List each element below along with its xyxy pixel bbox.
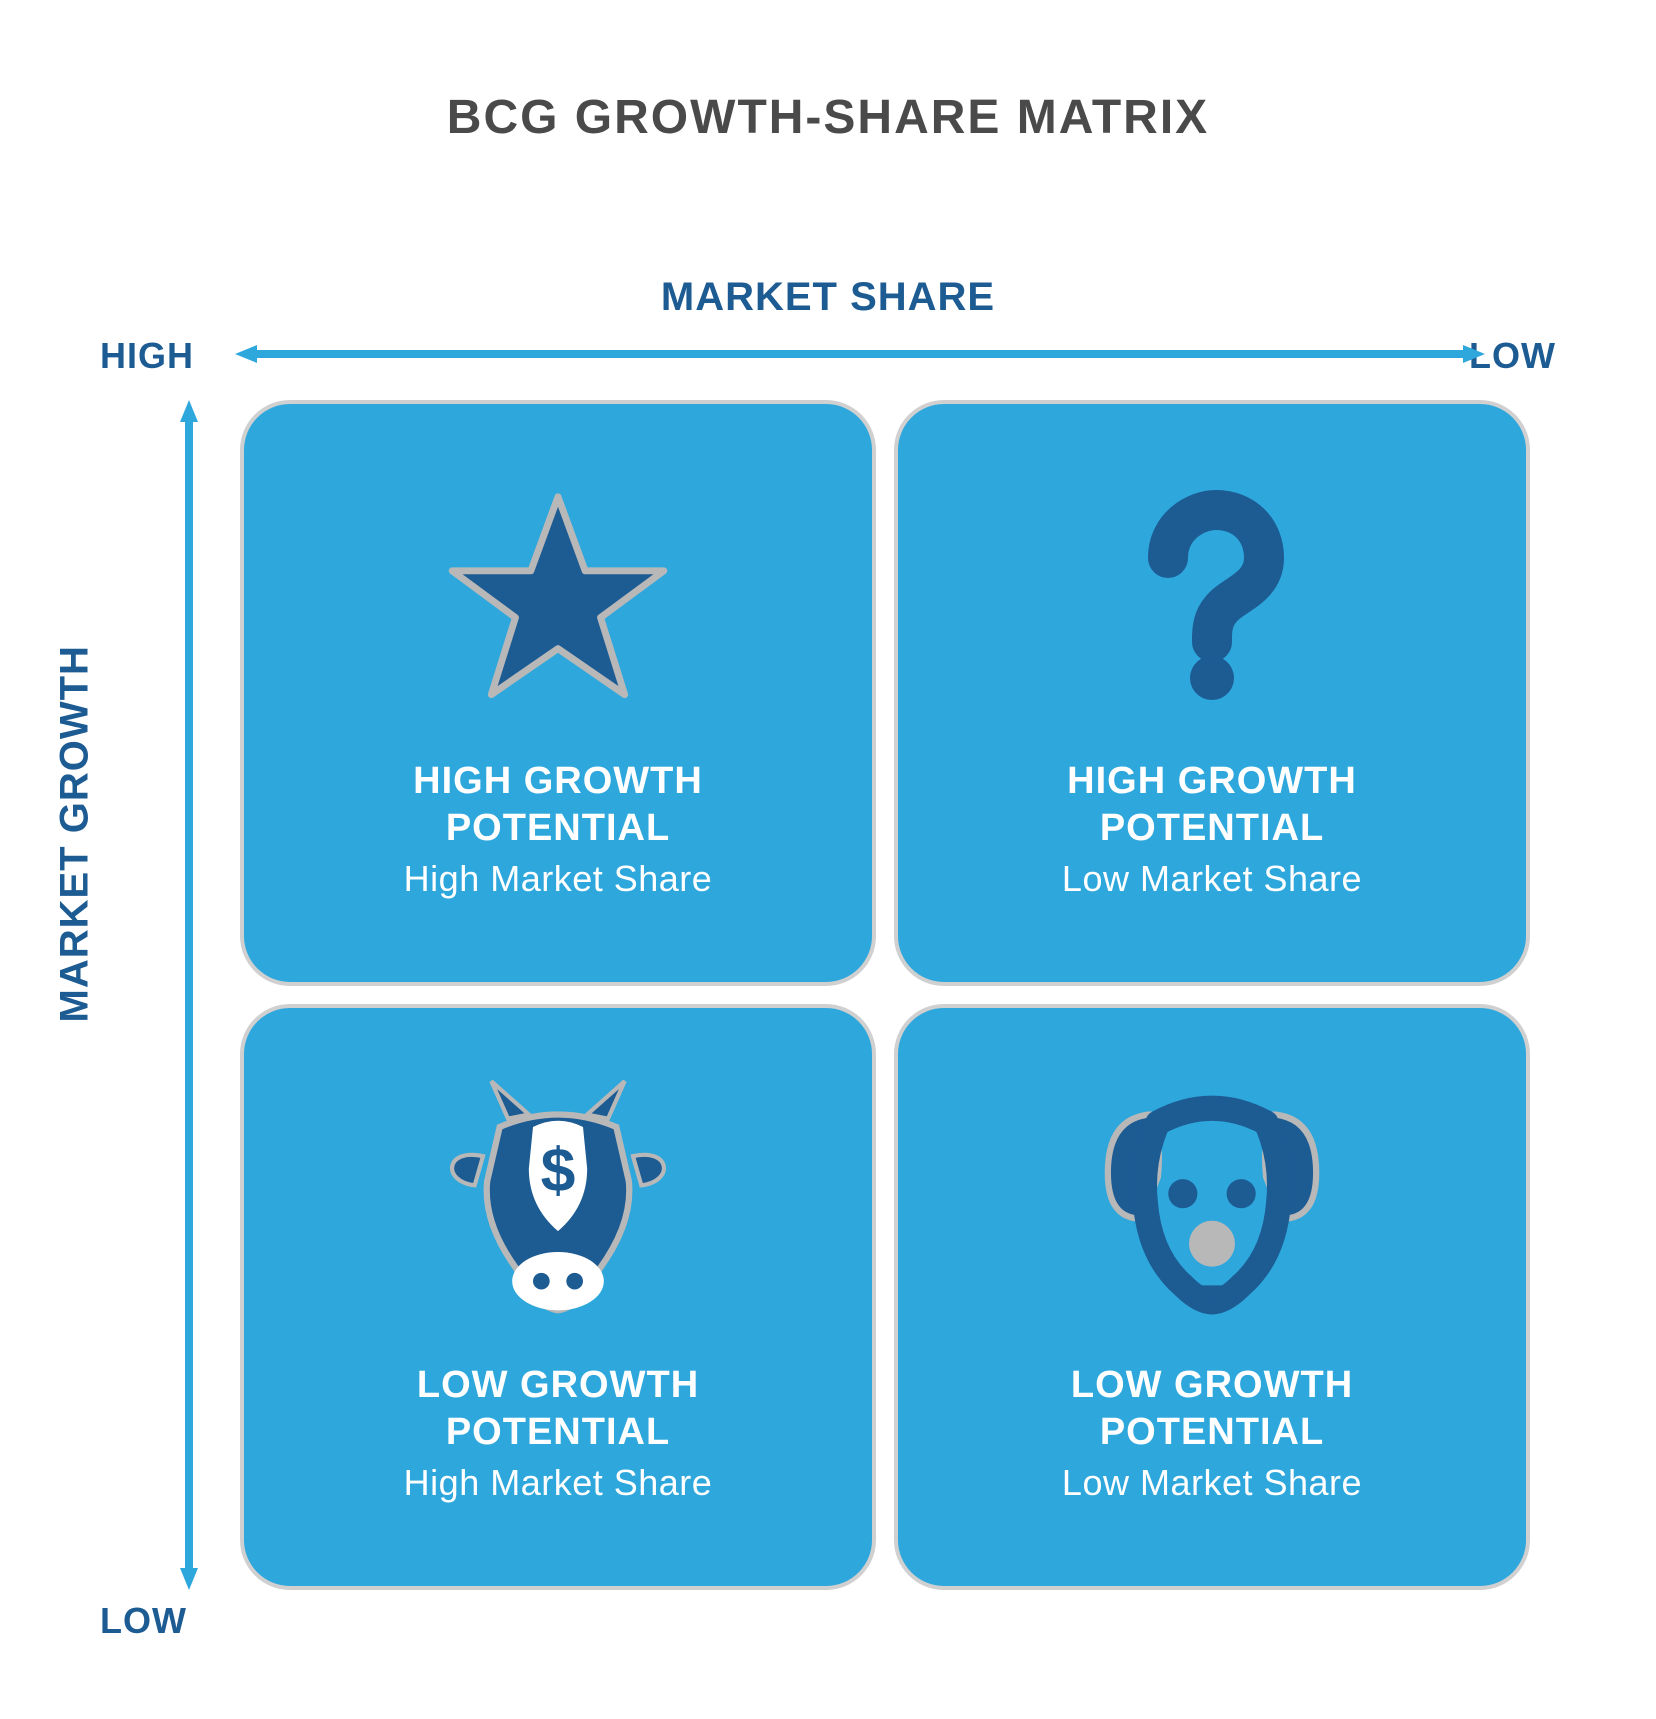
cell-cash-cows: $ LOW GROWTH POTENTIAL High Market Share <box>240 1004 876 1590</box>
question-icon <box>1082 468 1342 728</box>
svg-text:$: $ <box>541 1135 576 1205</box>
y-axis-arrow <box>180 400 198 1590</box>
y-axis-low-label: LOW <box>100 1600 187 1642</box>
x-axis-arrow <box>235 345 1485 363</box>
cell-line3: High Market Share <box>404 1459 713 1508</box>
cell-line1: HIGH GROWTH <box>413 758 703 806</box>
cell-stars: HIGH GROWTH POTENTIAL High Market Share <box>240 400 876 986</box>
cell-line2: POTENTIAL <box>1100 1409 1324 1457</box>
cell-line3: Low Market Share <box>1062 1459 1362 1508</box>
cell-line2: POTENTIAL <box>446 1409 670 1457</box>
cell-line1: HIGH GROWTH <box>1067 758 1357 806</box>
cell-line3: High Market Share <box>404 855 713 904</box>
x-axis-high-label: HIGH <box>100 335 194 377</box>
cell-question-marks: HIGH GROWTH POTENTIAL Low Market Share <box>894 400 1530 986</box>
cell-line2: POTENTIAL <box>1100 805 1324 853</box>
cow-icon: $ <box>428 1072 688 1332</box>
page-title: BCG GROWTH-SHARE MATRIX <box>0 90 1656 145</box>
y-axis-label: MARKET GROWTH <box>53 645 98 1022</box>
x-axis-label: MARKET SHARE <box>0 275 1656 320</box>
cell-dogs: LOW GROWTH POTENTIAL Low Market Share <box>894 1004 1530 1590</box>
dog-icon <box>1082 1072 1342 1332</box>
cell-line2: POTENTIAL <box>446 805 670 853</box>
cell-line1: LOW GROWTH <box>417 1362 699 1410</box>
cell-line1: LOW GROWTH <box>1071 1362 1353 1410</box>
cell-line3: Low Market Share <box>1062 855 1362 904</box>
matrix-grid: HIGH GROWTH POTENTIAL High Market Share … <box>240 400 1530 1590</box>
star-icon <box>428 468 688 728</box>
